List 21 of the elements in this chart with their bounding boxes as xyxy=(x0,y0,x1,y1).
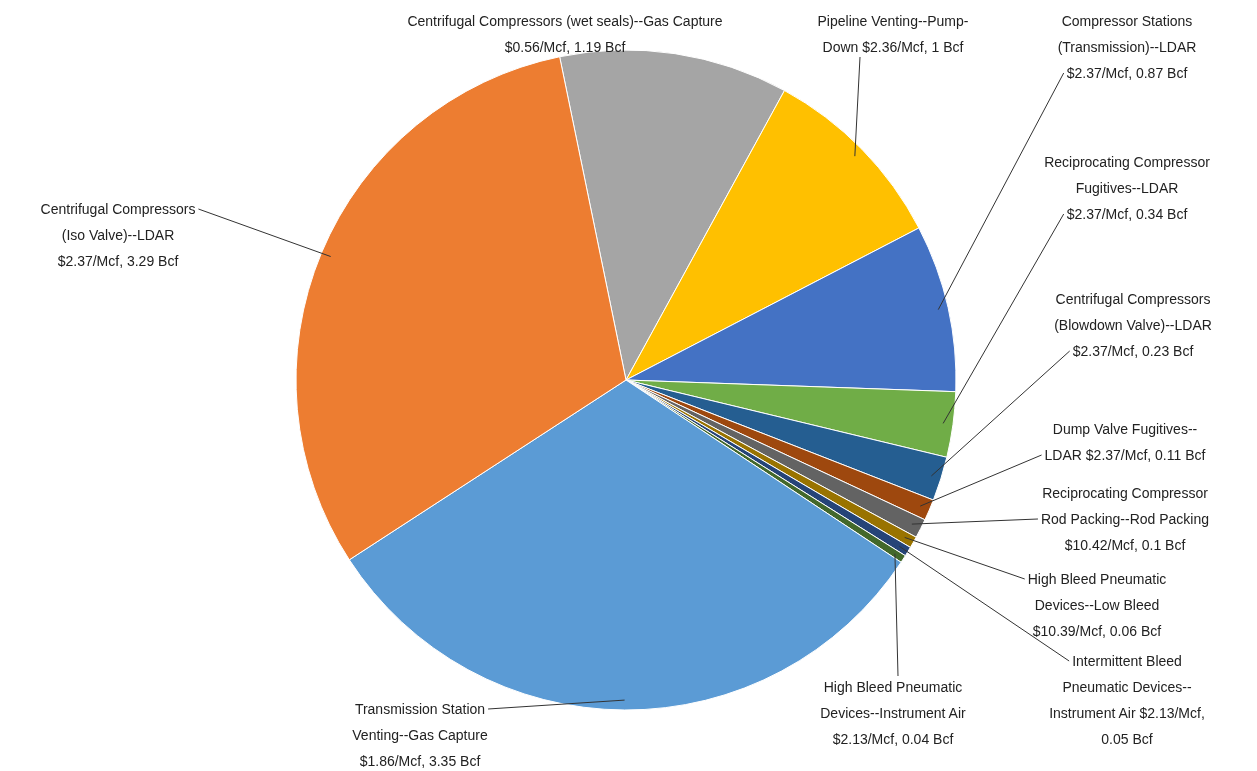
data-label: $2.37/Mcf, 3.29 Bcf xyxy=(57,253,179,269)
slice-label: Compressor Stations (Transmission)--LDAR xyxy=(1057,13,1197,55)
slice-label: Centrifugal Compressors (wet seals)--Gas Capture xyxy=(407,13,723,29)
slice-label: Reciprocating Compressor Fugitives--LDAR xyxy=(1044,154,1211,196)
slice-label: High Bleed Pneumatic Devices--Low Bleed xyxy=(1027,571,1167,613)
slice-label: Intermittent Bleed Pneumatic Devices--Instrument Air $2.13/Mcf, 0.05 Bcf xyxy=(1049,653,1205,747)
slice-label: Dump Valve Fugitives--LDAR $2.37/Mcf, 0.11 Bcf xyxy=(1044,421,1206,463)
slice-label: Centrifugal Compressors (Blowdown Valve)--LDAR xyxy=(1054,291,1212,333)
data-label: $10.42/Mcf, 0.1 Bcf xyxy=(1064,537,1186,553)
slice-label: Transmission Station Venting--Gas Capture xyxy=(352,701,488,743)
data-label: $10.39/Mcf, 0.06 Bcf xyxy=(1032,623,1162,639)
slice-label: Centrifugal Compressors (Iso Valve)--LDAR xyxy=(40,201,196,243)
data-label: $2.13/Mcf, 0.04 Bcf xyxy=(832,731,954,747)
data-label: $2.37/Mcf, 0.23 Bcf xyxy=(1072,343,1194,359)
data-label: $2.37/Mcf, 0.34 Bcf xyxy=(1066,206,1188,222)
slice-label: Reciprocating Compressor Rod Packing--Rod Packing xyxy=(1040,485,1210,527)
data-label: $0.56/Mcf, 1.19 Bcf xyxy=(504,39,626,55)
data-label: $1.86/Mcf, 3.35 Bcf xyxy=(359,753,481,769)
slice-label: High Bleed Pneumatic Devices--Instrument Air xyxy=(820,679,967,721)
data-label: $2.37/Mcf, 0.87 Bcf xyxy=(1066,65,1188,81)
slice-label: Pipeline Venting--Pump-Down $2.36/Mcf, 1 Bcf xyxy=(817,13,969,55)
